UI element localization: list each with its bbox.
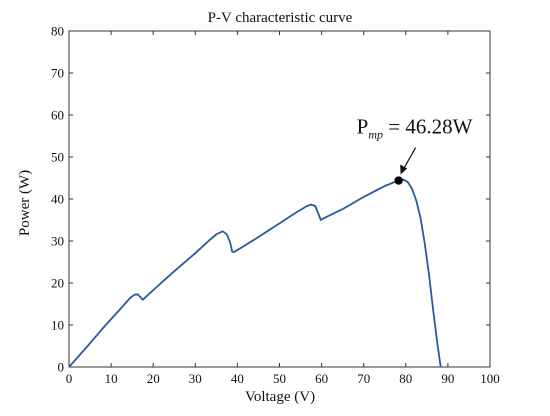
y-tick-label: 60 — [51, 108, 64, 123]
y-tick-label: 80 — [51, 24, 64, 39]
x-axis: 0 10 20 30 40 50 60 70 80 90 100 — [66, 31, 500, 386]
plot-area-frame — [68, 30, 491, 368]
max-power-label-value: = 46.28W — [383, 115, 473, 139]
y-tick-label: 10 — [51, 318, 64, 333]
y-tick-label: 50 — [51, 150, 64, 165]
x-axis-title: Voltage (V) — [245, 389, 315, 405]
max-power-label-main: P — [357, 115, 369, 139]
max-power-label: Pmp = 46.28W — [357, 115, 473, 142]
y-tick-label: 40 — [51, 192, 64, 207]
y-tick-label: 20 — [51, 276, 64, 291]
annotation-layer: Pmp = 46.28W — [357, 115, 473, 185]
y-axis-title: Power (W) — [17, 170, 33, 236]
series-layer — [68, 178, 442, 368]
annotation-arrow-head — [400, 164, 408, 175]
y-tick-label: 0 — [58, 360, 65, 375]
x-tick-label: 30 — [189, 371, 202, 386]
y-tick-label: 30 — [51, 234, 64, 249]
pv-curve-line — [68, 178, 442, 368]
y-tick-label: 70 — [51, 66, 64, 81]
chart-title: P-V characteristic curve — [208, 10, 353, 26]
x-tick-label: 90 — [441, 371, 454, 386]
x-tick-label: 0 — [66, 371, 73, 386]
x-tick-label: 60 — [315, 371, 328, 386]
x-tick-label: 80 — [399, 371, 412, 386]
y-axis: 0 10 20 30 40 50 60 70 80 — [51, 24, 490, 375]
max-power-label-subscript: mp — [368, 128, 383, 142]
x-tick-label: 70 — [357, 371, 370, 386]
x-tick-label: 20 — [147, 371, 160, 386]
max-power-point-marker — [394, 176, 403, 185]
x-tick-label: 40 — [231, 371, 244, 386]
x-tick-label: 50 — [273, 371, 286, 386]
annotation-arrow-shaft — [402, 147, 417, 171]
x-tick-label: 100 — [480, 371, 500, 386]
x-tick-label: 10 — [105, 371, 118, 386]
